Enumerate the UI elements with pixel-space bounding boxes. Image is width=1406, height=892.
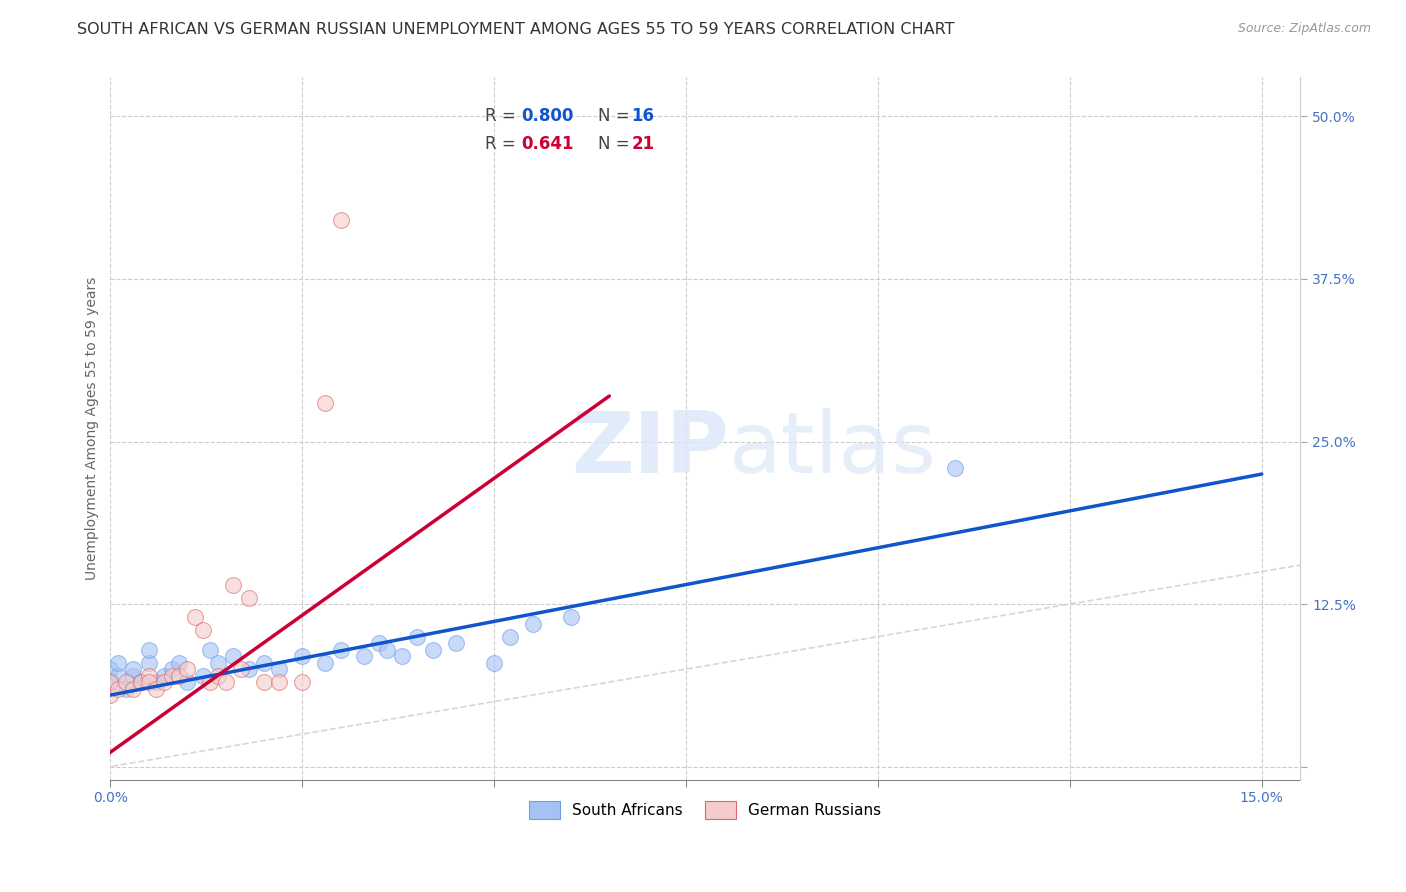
Point — [406, 630, 429, 644]
Text: 21: 21 — [631, 135, 655, 153]
Text: N =: N = — [598, 135, 636, 153]
Point — [176, 662, 198, 676]
Point — [107, 656, 129, 670]
Text: Source: ZipAtlas.com: Source: ZipAtlas.com — [1237, 22, 1371, 36]
Point — [229, 662, 252, 676]
Text: R =: R = — [485, 135, 526, 153]
Point — [114, 681, 136, 696]
Point — [100, 688, 122, 702]
Point — [444, 636, 467, 650]
Point — [253, 675, 276, 690]
Point — [145, 675, 167, 690]
Point — [114, 675, 136, 690]
Point — [314, 656, 336, 670]
Text: 0.800: 0.800 — [520, 107, 574, 125]
Point — [314, 395, 336, 409]
Point — [107, 668, 129, 682]
Point — [207, 656, 229, 670]
Text: SOUTH AFRICAN VS GERMAN RUSSIAN UNEMPLOYMENT AMONG AGES 55 TO 59 YEARS CORRELATI: SOUTH AFRICAN VS GERMAN RUSSIAN UNEMPLOY… — [77, 22, 955, 37]
Point — [153, 675, 176, 690]
Text: atlas: atlas — [730, 408, 936, 491]
Point — [122, 668, 145, 682]
Point — [291, 649, 314, 664]
Text: 0.641: 0.641 — [520, 135, 574, 153]
Point — [129, 675, 152, 690]
Point — [238, 591, 260, 605]
Point — [943, 460, 966, 475]
Point — [107, 681, 129, 696]
Point — [200, 642, 222, 657]
Point — [560, 610, 582, 624]
Point — [184, 610, 207, 624]
Point — [269, 675, 291, 690]
Point — [353, 649, 375, 664]
Text: 16: 16 — [631, 107, 655, 125]
Text: ZIP: ZIP — [571, 408, 730, 491]
Point — [145, 681, 167, 696]
Point — [191, 668, 214, 682]
Point — [329, 213, 352, 227]
Point — [222, 649, 245, 664]
Point — [160, 662, 183, 676]
Point — [169, 656, 191, 670]
Point — [138, 668, 160, 682]
Point — [368, 636, 391, 650]
Point — [176, 675, 198, 690]
Point — [391, 649, 413, 664]
Y-axis label: Unemployment Among Ages 55 to 59 years: Unemployment Among Ages 55 to 59 years — [86, 277, 100, 580]
Point — [153, 668, 176, 682]
Point — [291, 675, 314, 690]
Text: R =: R = — [485, 107, 522, 125]
Point — [422, 642, 444, 657]
Point — [129, 675, 152, 690]
Point — [160, 668, 183, 682]
Text: N =: N = — [598, 107, 636, 125]
Point — [222, 577, 245, 591]
Point — [100, 675, 122, 690]
Point — [253, 656, 276, 670]
Point — [482, 656, 505, 670]
Point — [169, 668, 191, 682]
Point — [329, 642, 352, 657]
Point — [138, 656, 160, 670]
Point — [138, 675, 160, 690]
Point — [200, 675, 222, 690]
Point — [191, 623, 214, 637]
Point — [238, 662, 260, 676]
Point — [214, 675, 236, 690]
Point — [522, 616, 544, 631]
Point — [269, 662, 291, 676]
Legend: South Africans, German Russians: South Africans, German Russians — [523, 795, 887, 824]
Point — [138, 642, 160, 657]
Point — [207, 668, 229, 682]
Point — [498, 630, 520, 644]
Point — [375, 642, 398, 657]
Point — [100, 675, 122, 690]
Point — [100, 662, 122, 676]
Point — [122, 681, 145, 696]
Point — [122, 662, 145, 676]
